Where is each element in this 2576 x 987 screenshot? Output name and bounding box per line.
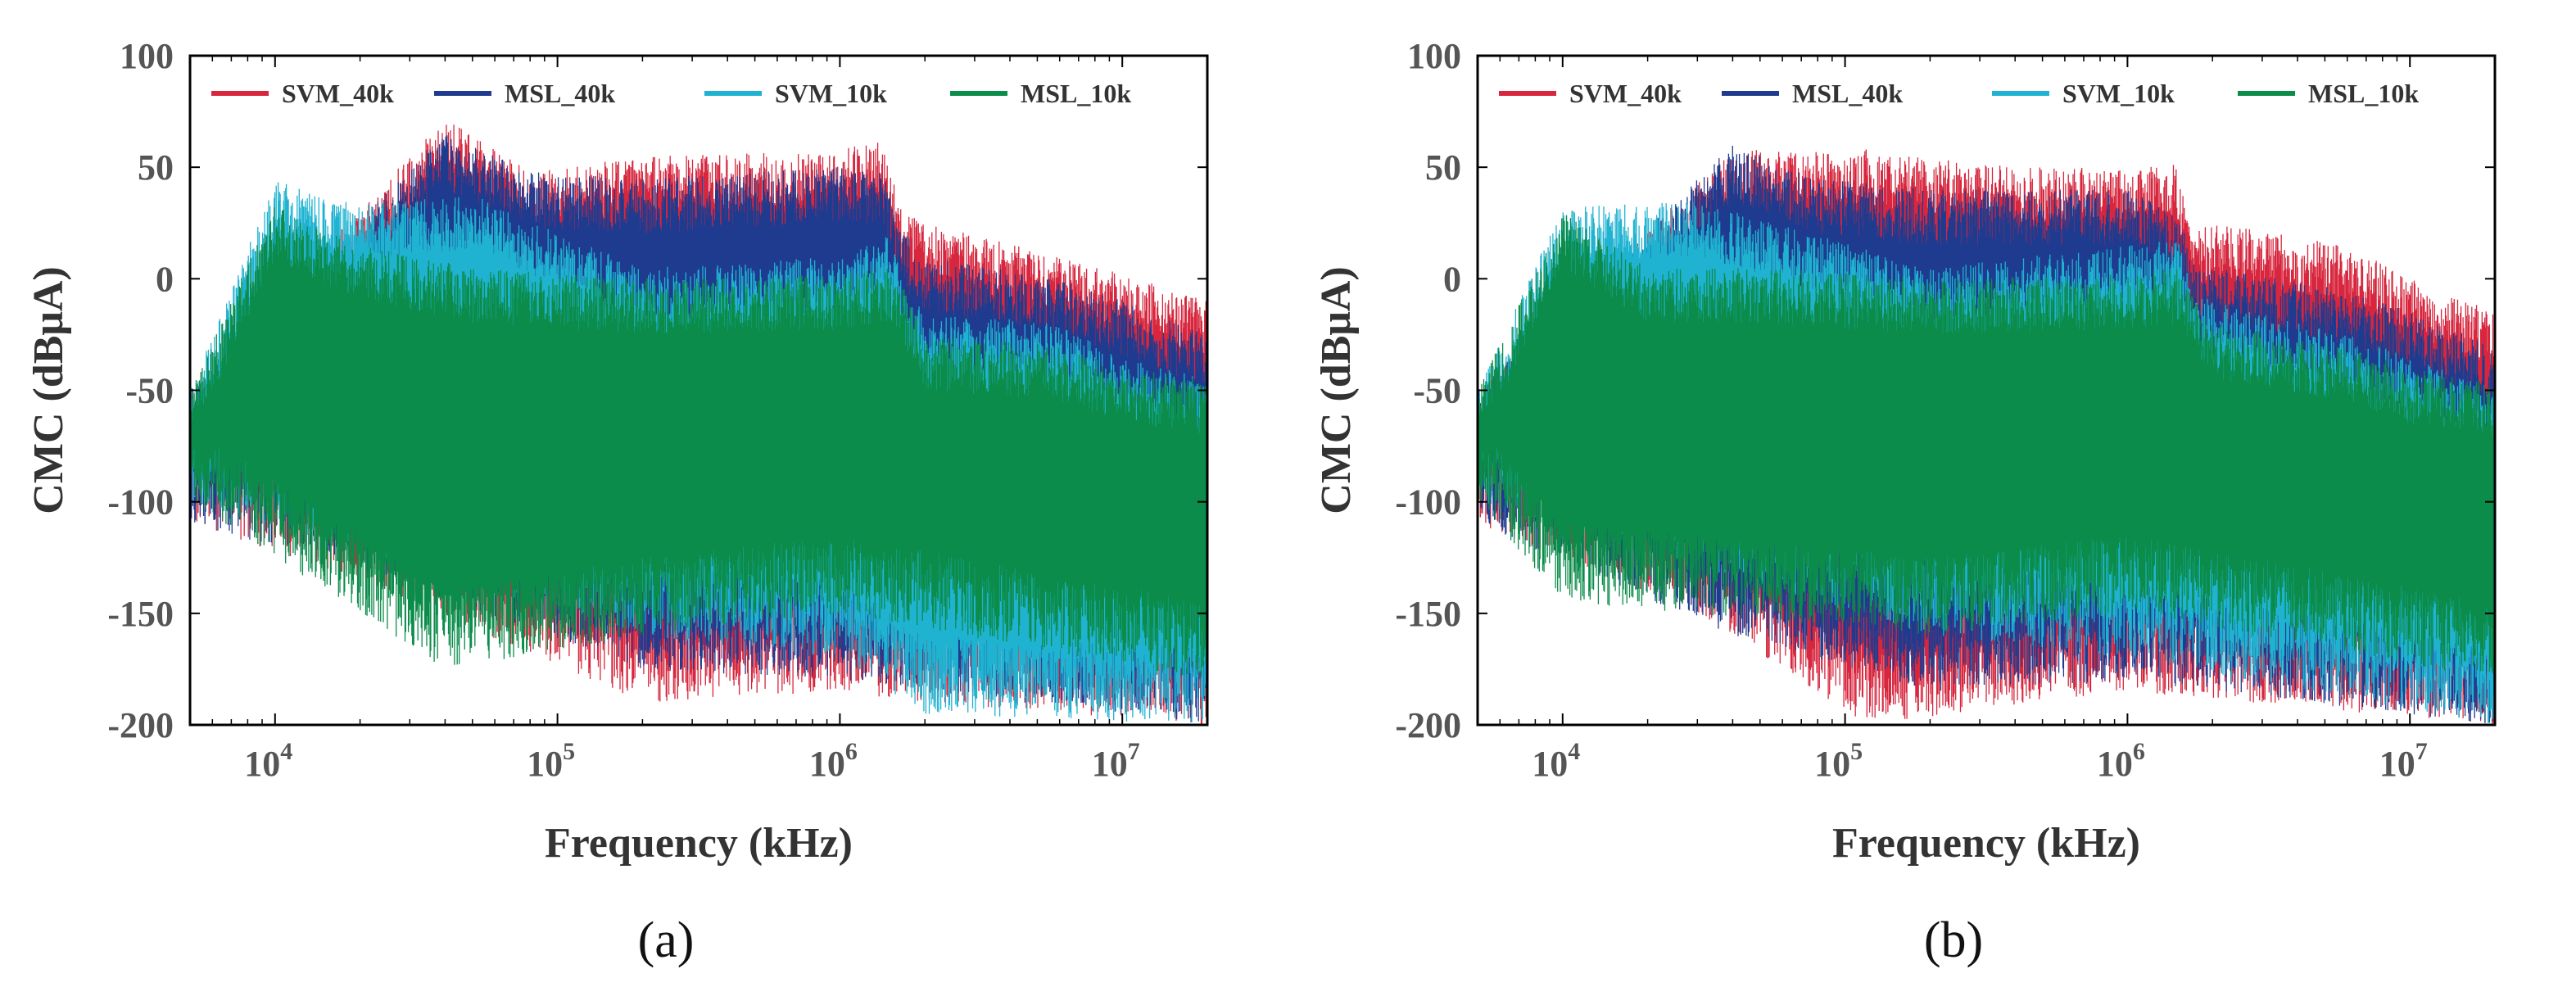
x-tick-label: 105: [527, 738, 575, 784]
y-tick-label: 50: [1425, 147, 1461, 188]
legend-label: MSL_40k: [1792, 79, 1903, 108]
series-msl-10k: [190, 207, 1207, 677]
y-tick-label: -200: [107, 705, 174, 745]
panel-b: 100 50 0 -50 -100 -150 -200 104 105 106 107 SVM_40k…: [1288, 0, 2576, 987]
series-msl-10k: [1478, 215, 2495, 676]
y-tick-label: 0: [156, 259, 174, 299]
panel-caption: (b): [1924, 912, 1983, 968]
y-axis-title: CMC (dBμA): [1313, 266, 1360, 514]
plot-area: [1478, 146, 2495, 725]
legend-label: SVM_10k: [775, 79, 887, 108]
x-tick-label: 107: [1092, 738, 1140, 784]
x-axis-title: Frequency (kHz): [545, 820, 853, 867]
legend-label: SVM_40k: [1569, 79, 1682, 108]
x-tick-label: 106: [2097, 738, 2145, 784]
x-tick-label: 105: [1814, 738, 1863, 784]
y-tick-label: 0: [1443, 259, 1461, 299]
y-tick-label: 100: [120, 36, 174, 76]
panel-caption: (a): [638, 912, 695, 968]
y-tick-label: -150: [1395, 594, 1461, 634]
y-tick-label: -150: [107, 594, 174, 634]
legend-label: MSL_40k: [505, 79, 615, 108]
x-tick-label: 107: [2379, 738, 2428, 784]
legend-label: SVM_10k: [2062, 79, 2175, 108]
y-tick-label: -100: [1395, 482, 1461, 523]
x-tick-label: 106: [809, 738, 858, 784]
y-tick-label: 50: [138, 147, 174, 188]
y-tick-label: -50: [125, 371, 174, 411]
y-tick-label: -200: [1395, 705, 1461, 745]
y-tick-label: 100: [1407, 36, 1461, 76]
x-tick-label: 104: [1532, 738, 1580, 784]
x-tick-label: 104: [244, 738, 292, 784]
chart-a: 100 50 0 -50 -100 -150 -200 104 105 106 107 SVM_40k…: [25, 36, 1209, 968]
legend-label: SVM_40k: [282, 79, 394, 108]
x-axis-title: Frequency (kHz): [1832, 820, 2140, 867]
y-tick-label: -100: [107, 482, 174, 523]
panel-a: 100 50 0 -50 -100 -150 -200 104 105 106 107 SVM_40k…: [25, 36, 1209, 968]
chart-b: 100 50 0 -50 -100 -150 -200 104 105 106 107 SVM_40k…: [1313, 36, 2497, 968]
legend-label: MSL_10k: [2308, 79, 2419, 108]
legend-label: MSL_10k: [1021, 79, 1131, 108]
plot-area: [190, 125, 1207, 724]
y-tick-label: -50: [1413, 371, 1461, 411]
y-axis-title: CMC (dBμA): [25, 266, 72, 514]
